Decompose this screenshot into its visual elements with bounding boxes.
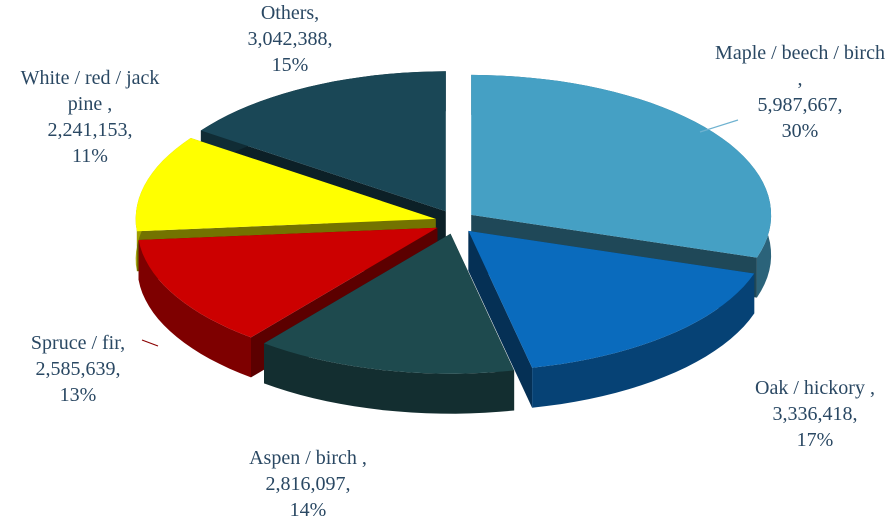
slice xyxy=(468,230,755,408)
category-label: Oak / hickory , xyxy=(755,377,875,399)
value-label: 3,336,418, xyxy=(772,403,858,425)
leader-line xyxy=(699,119,739,133)
data-label: Maple / beech / birch , 5,987,667, 30% xyxy=(715,40,885,144)
percent-label: 30% xyxy=(781,120,819,142)
value-label: 2,816,097, xyxy=(265,473,351,495)
slice-side xyxy=(468,230,533,408)
data-label: Spruce / fir, 2,585,639, 13% xyxy=(0,330,158,408)
value-label: 3,042,388, xyxy=(247,28,333,50)
percent-label: 17% xyxy=(796,429,834,451)
slice-top xyxy=(200,71,446,212)
category-label: Maple / beech / birch , xyxy=(715,42,885,90)
value-label: 2,585,639, xyxy=(35,358,121,380)
slice-top xyxy=(264,233,515,374)
leader-line xyxy=(141,339,159,347)
slice-top xyxy=(471,74,772,258)
data-label: White / red / jack pine , 2,241,153, 11% xyxy=(5,65,175,169)
percent-label: 11% xyxy=(72,145,108,167)
percent-label: 14% xyxy=(289,499,327,521)
slice-top xyxy=(135,138,436,232)
slice-top xyxy=(468,230,755,368)
category-label: Spruce / fir, xyxy=(30,332,126,354)
data-label: Aspen / birch , 2,816,097, 14% xyxy=(208,445,408,523)
data-label: Oak / hickory , 3,336,418, 17% xyxy=(720,375,894,453)
percent-label: 15% xyxy=(271,54,309,76)
value-label: 5,987,667, xyxy=(757,94,843,116)
category-label: Aspen / birch , xyxy=(249,447,367,469)
category-label: Others, xyxy=(260,2,320,24)
slice-top xyxy=(138,227,438,338)
data-label: Others, 3,042,388, 15% xyxy=(215,0,365,78)
category-label: White / red / jack pine , xyxy=(20,67,160,115)
slice-side xyxy=(138,240,251,378)
slice-side xyxy=(264,343,515,414)
slice xyxy=(264,233,515,414)
slice-side xyxy=(532,273,755,408)
percent-label: 13% xyxy=(59,384,97,406)
value-label: 2,241,153, xyxy=(47,119,133,141)
